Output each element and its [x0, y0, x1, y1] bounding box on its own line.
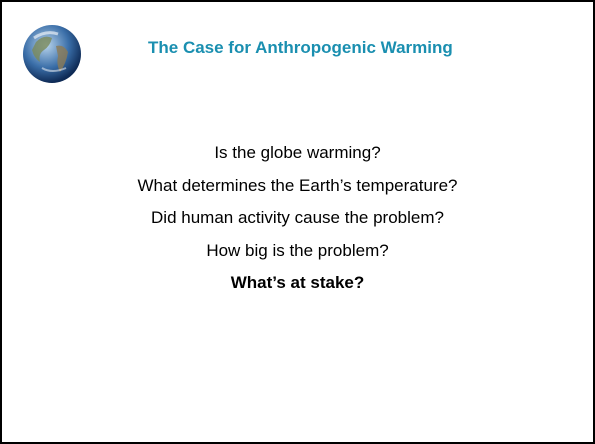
list-item: Did human activity cause the problem? — [151, 208, 444, 227]
globe-icon — [23, 25, 81, 83]
list-item: What determines the Earth’s temperature? — [137, 175, 458, 195]
list-item: Is the globe warming? — [214, 143, 381, 162]
bullet-list: Is the globe warming? What determines th… — [2, 137, 593, 300]
slide-title: The Case for Anthropogenic Warming — [148, 38, 453, 57]
list-item: What’s at stake? — [230, 273, 365, 292]
list-item: How big is the problem? — [206, 240, 389, 260]
